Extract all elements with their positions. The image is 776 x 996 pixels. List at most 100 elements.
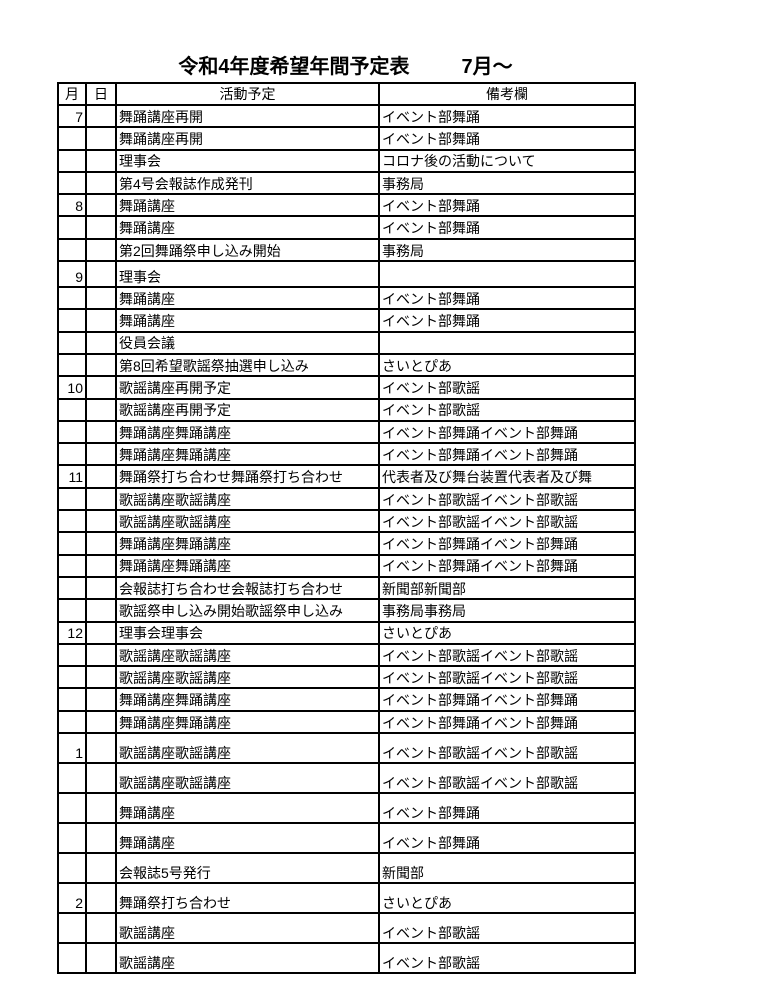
- activity-cell: 歌謡講座歌謡講座: [115, 762, 380, 795]
- table-row: 第2回舞踊祭申し込み開始 事務局: [57, 237, 636, 263]
- month-cell: [57, 665, 87, 690]
- activity-cell: 舞踊講座: [115, 193, 380, 218]
- day-cell: [85, 575, 117, 601]
- day-cell: [85, 709, 117, 735]
- activity-cell: 舞踊祭打ち合わせ: [115, 882, 380, 915]
- day-cell: [85, 852, 117, 885]
- remarks-cell: さいとぴあ: [378, 882, 636, 915]
- table-row: 舞踊講座舞踊講座 イベント部舞踊イベント部舞踊: [57, 442, 636, 467]
- remarks-cell: イベント部舞踊イベント部舞踊: [378, 553, 636, 578]
- month-cell: [57, 822, 87, 855]
- day-cell: [85, 620, 117, 645]
- remarks-cell: 代表者及び舞台装置代表者及び舞: [378, 464, 636, 489]
- activity-cell: 歌謡講座歌謡講座: [115, 665, 380, 690]
- table-row: 歌謡講座歌謡講座 イベント部歌謡イベント部歌謡: [57, 642, 636, 668]
- month-cell: 11: [57, 464, 87, 489]
- remarks-cell: イベント部舞踊: [378, 193, 636, 218]
- activity-cell: 舞踊講座再開: [115, 103, 380, 129]
- day-cell: [85, 419, 117, 445]
- table-row: 2 舞踊祭打ち合わせ さいとぴあ: [57, 882, 636, 915]
- activity-cell: 歌謡講座: [115, 912, 380, 945]
- table-row: 歌謡講座歌謡講座 イベント部歌謡イベント部歌謡: [57, 509, 636, 534]
- activity-cell: 理事会: [115, 148, 380, 173]
- remarks-cell: イベント部舞踊イベント部舞踊: [378, 442, 636, 467]
- table-header-row: 月 日 活動予定 備考欄: [57, 82, 636, 106]
- table-row: 舞踊講座舞踊講座 イベント部舞踊イベント部舞踊: [57, 419, 636, 445]
- col-header-month: 月: [57, 82, 87, 106]
- day-cell: [85, 942, 117, 975]
- activity-cell: 理事会: [115, 260, 380, 289]
- activity-cell: 歌謡講座歌謡講座: [115, 642, 380, 668]
- table-row: 7 舞踊講座再開 イベント部舞踊: [57, 103, 636, 129]
- day-cell: [85, 352, 117, 378]
- table-row: 理事会 コロナ後の活動について: [57, 148, 636, 173]
- month-cell: [57, 397, 87, 422]
- activity-cell: 舞踊講座: [115, 822, 380, 855]
- remarks-cell: イベント部歌謡: [378, 397, 636, 422]
- month-cell: [57, 598, 87, 623]
- month-cell: [57, 709, 87, 735]
- month-cell: 2: [57, 882, 87, 915]
- activity-cell: 歌謡講座歌謡講座: [115, 732, 380, 765]
- month-cell: [57, 148, 87, 173]
- table-row: 第8回希望歌謡祭抽選申し込み さいとぴあ: [57, 352, 636, 378]
- table-row: 第4号会報誌作成発刊 事務局: [57, 170, 636, 196]
- remarks-cell: さいとぴあ: [378, 352, 636, 378]
- month-cell: 8: [57, 193, 87, 218]
- month-cell: [57, 352, 87, 378]
- day-cell: [85, 103, 117, 129]
- remarks-cell: イベント部舞踊: [378, 126, 636, 151]
- day-cell: [85, 732, 117, 765]
- table-row: 11 舞踊祭打ち合わせ舞踊祭打ち合わせ 代表者及び舞台装置代表者及び舞: [57, 464, 636, 489]
- activity-cell: 舞踊講座舞踊講座: [115, 709, 380, 735]
- day-cell: [85, 375, 117, 400]
- activity-cell: 舞踊祭打ち合わせ舞踊祭打ち合わせ: [115, 464, 380, 489]
- activity-cell: 舞踊講座舞踊講座: [115, 687, 380, 712]
- month-cell: [57, 687, 87, 712]
- activity-cell: 歌謡講座: [115, 942, 380, 975]
- remarks-cell: イベント部歌謡イベント部歌謡: [378, 665, 636, 690]
- day-cell: [85, 762, 117, 795]
- activity-cell: 役員会議: [115, 330, 380, 355]
- month-cell: [57, 442, 87, 467]
- activity-cell: 舞踊講座再開: [115, 126, 380, 151]
- day-cell: [85, 531, 117, 556]
- month-cell: [57, 308, 87, 333]
- day-cell: [85, 215, 117, 240]
- table-row: 役員会議: [57, 330, 636, 355]
- remarks-cell: イベント部歌謡イベント部歌謡: [378, 486, 636, 512]
- day-cell: [85, 308, 117, 333]
- day-cell: [85, 442, 117, 467]
- remarks-cell: 事務局: [378, 170, 636, 196]
- table-row: 舞踊講座舞踊講座 イベント部舞踊イベント部舞踊: [57, 553, 636, 578]
- table-row: 12 理事会理事会 さいとぴあ: [57, 620, 636, 645]
- schedule-table-body: 7 舞踊講座再開 イベント部舞踊 舞踊講座再開 イベント部舞踊 理事会 コロナ後の活動につい…: [57, 103, 636, 975]
- month-cell: [57, 286, 87, 311]
- remarks-cell: イベント部舞踊イベント部舞踊: [378, 531, 636, 556]
- table-row: 9 理事会: [57, 260, 636, 289]
- month-cell: [57, 531, 87, 556]
- remarks-cell: イベント部舞踊: [378, 103, 636, 129]
- remarks-cell: イベント部舞踊: [378, 215, 636, 240]
- day-cell: [85, 286, 117, 311]
- day-cell: [85, 397, 117, 422]
- page-title: 令和4年度希望年間予定表 7月～: [57, 50, 634, 79]
- activity-cell: 舞踊講座: [115, 286, 380, 311]
- remarks-cell: イベント部歌謡イベント部歌謡: [378, 509, 636, 534]
- col-header-activity: 活動予定: [115, 82, 380, 106]
- month-cell: [57, 642, 87, 668]
- month-cell: [57, 792, 87, 825]
- remarks-cell: イベント部歌謡: [378, 942, 636, 975]
- month-cell: [57, 419, 87, 445]
- day-cell: [85, 237, 117, 263]
- remarks-cell: さいとぴあ: [378, 620, 636, 645]
- day-cell: [85, 553, 117, 578]
- remarks-cell: イベント部舞踊イベント部舞踊: [378, 709, 636, 735]
- day-cell: [85, 882, 117, 915]
- activity-cell: 舞踊講座: [115, 792, 380, 825]
- remarks-cell: イベント部舞踊イベント部舞踊: [378, 419, 636, 445]
- remarks-cell: [378, 330, 636, 355]
- day-cell: [85, 126, 117, 151]
- table-row: 舞踊講座舞踊講座 イベント部舞踊イベント部舞踊: [57, 531, 636, 556]
- activity-cell: 舞踊講座: [115, 215, 380, 240]
